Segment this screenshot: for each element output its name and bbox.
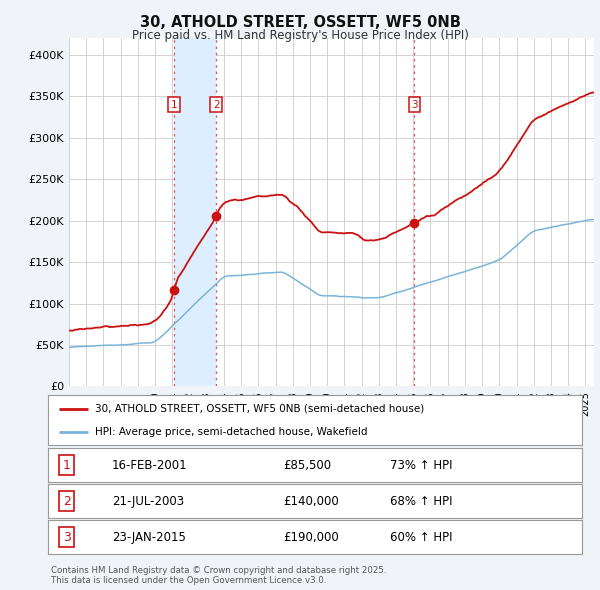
Text: 3: 3: [63, 530, 71, 544]
Text: 73% ↑ HPI: 73% ↑ HPI: [390, 458, 452, 472]
Text: 1: 1: [171, 100, 178, 110]
Text: 68% ↑ HPI: 68% ↑ HPI: [390, 494, 452, 508]
Text: 30, ATHOLD STREET, OSSETT, WF5 0NB (semi-detached house): 30, ATHOLD STREET, OSSETT, WF5 0NB (semi…: [95, 404, 424, 414]
Text: £140,000: £140,000: [283, 494, 339, 508]
Text: 60% ↑ HPI: 60% ↑ HPI: [390, 530, 452, 544]
Text: 21-JUL-2003: 21-JUL-2003: [112, 494, 184, 508]
Text: 23-JAN-2015: 23-JAN-2015: [112, 530, 186, 544]
Text: 30, ATHOLD STREET, OSSETT, WF5 0NB: 30, ATHOLD STREET, OSSETT, WF5 0NB: [140, 15, 460, 30]
Text: 16-FEB-2001: 16-FEB-2001: [112, 458, 188, 472]
Text: £190,000: £190,000: [283, 530, 339, 544]
Text: 2: 2: [213, 100, 220, 110]
Text: £85,500: £85,500: [283, 458, 331, 472]
Text: Contains HM Land Registry data © Crown copyright and database right 2025.
This d: Contains HM Land Registry data © Crown c…: [51, 566, 386, 585]
Text: 2: 2: [63, 494, 71, 508]
Bar: [175, 38, 216, 386]
Text: Price paid vs. HM Land Registry's House Price Index (HPI): Price paid vs. HM Land Registry's House …: [131, 30, 469, 42]
Text: 3: 3: [411, 100, 418, 110]
Text: 1: 1: [63, 458, 71, 472]
Text: HPI: Average price, semi-detached house, Wakefield: HPI: Average price, semi-detached house,…: [95, 427, 367, 437]
